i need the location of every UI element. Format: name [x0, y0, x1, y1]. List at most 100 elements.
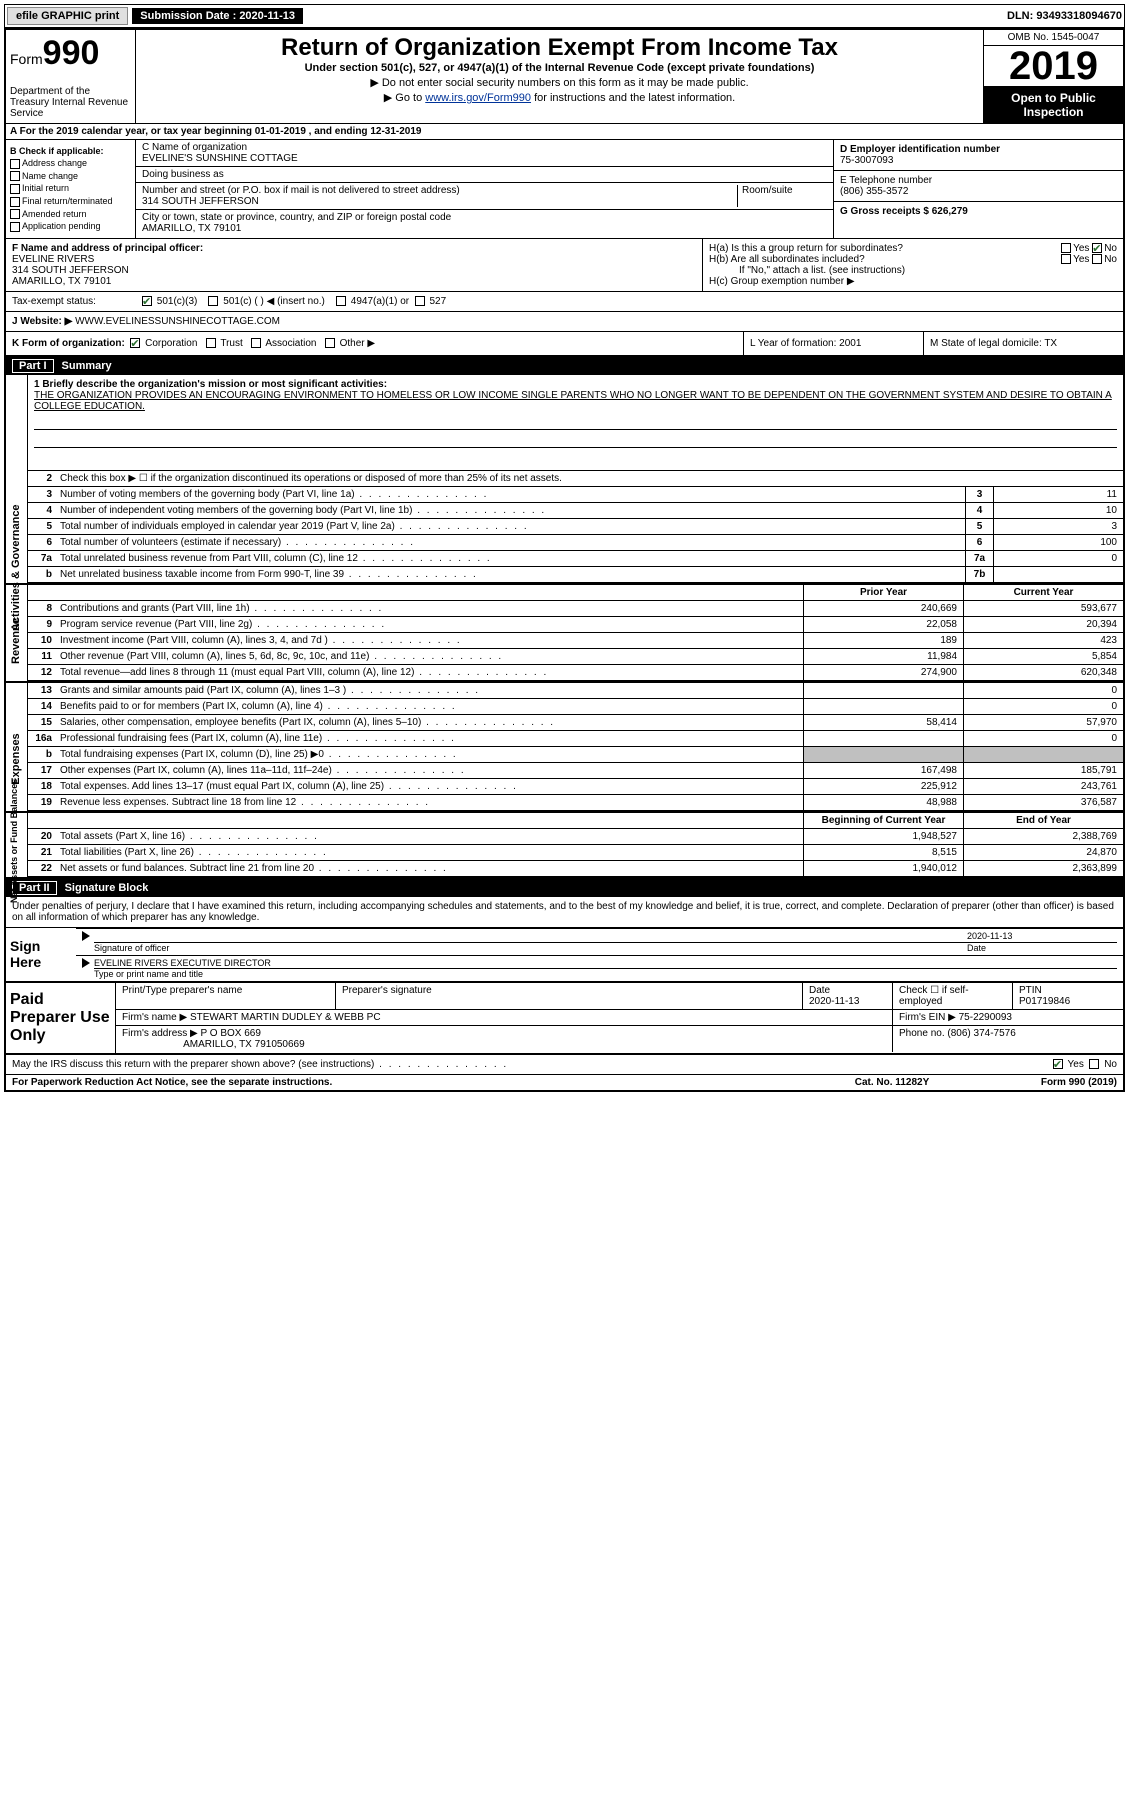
form-container: Form990 Department of the Treasury Inter… — [4, 28, 1125, 1092]
cb-501c3[interactable] — [142, 296, 152, 306]
form-subtitle: Under section 501(c), 527, or 4947(a)(1)… — [140, 62, 979, 74]
mission-label: 1 Briefly describe the organization's mi… — [34, 379, 387, 390]
ein-label: D Employer identification number — [840, 144, 1000, 155]
summary-block: Activities & Governance 1 Briefly descri… — [6, 375, 1123, 585]
line-b: bNet unrelated business taxable income f… — [28, 567, 1123, 583]
phone-value: (806) 355-3572 — [840, 186, 1117, 197]
col-headers-rev: Prior Year Current Year — [28, 585, 1123, 601]
entity-block: B Check if applicable: Address change Na… — [6, 140, 1123, 239]
line-22: 22Net assets or fund balances. Subtract … — [28, 861, 1123, 877]
prep-date: 2020-11-13 — [809, 996, 859, 1007]
department-label: Department of the Treasury Internal Reve… — [10, 86, 131, 119]
expenses-block: Expenses 13Grants and similar amounts pa… — [6, 683, 1123, 813]
cb-other[interactable] — [325, 338, 335, 348]
vtab-netassets: Net Assets or Fund Balances — [6, 813, 28, 877]
line-19: 19Revenue less expenses. Subtract line 1… — [28, 795, 1123, 811]
cb-corp[interactable] — [130, 338, 140, 348]
website-value: WWW.EVELINESSUNSHINECOTTAGE.COM — [75, 316, 280, 327]
ein-value: 75-3007093 — [840, 155, 1117, 166]
cb-trust[interactable] — [206, 338, 216, 348]
gross-receipts: G Gross receipts $ 626,279 — [840, 206, 968, 217]
mission-block: 1 Briefly describe the organization's mi… — [28, 375, 1123, 471]
line-2: 2Check this box ▶ ☐ if the organization … — [28, 471, 1123, 487]
form-number: Form990 — [10, 34, 131, 73]
declaration: Under penalties of perjury, I declare th… — [6, 897, 1123, 928]
cb-pending[interactable]: Application pending — [10, 221, 131, 232]
org-name: EVELINE'S SUNSHINE COTTAGE — [142, 153, 827, 164]
dln-label: DLN: 93493318094670 — [1007, 10, 1122, 22]
phone-label: E Telephone number — [840, 175, 1117, 186]
firm-addr2: AMARILLO, TX 791050669 — [183, 1039, 305, 1050]
firm-phone-label: Phone no. — [899, 1028, 945, 1039]
addr-label: Number and street (or P.O. box if mail i… — [142, 185, 737, 196]
korg-label: K Form of organization: — [12, 338, 125, 349]
open-to-public: Open to Public Inspection — [984, 87, 1123, 123]
org-name-label: C Name of organization — [142, 142, 827, 153]
firm-name-label: Firm's name ▶ — [122, 1012, 187, 1023]
hc-row: H(c) Group exemption number ▶ — [709, 276, 1117, 287]
arrow-icon — [82, 931, 90, 941]
firm-addr-label: Firm's address ▶ — [122, 1028, 198, 1039]
paid-preparer-block: Paid Preparer Use Only Print/Type prepar… — [6, 983, 1123, 1055]
state-domicile: M State of legal domicile: TX — [923, 332, 1123, 355]
hb-note: If "No," attach a list. (see instruction… — [709, 265, 1117, 276]
line-11: 11Other revenue (Part VIII, column (A), … — [28, 649, 1123, 665]
cb-final[interactable]: Final return/terminated — [10, 196, 131, 207]
cb-name[interactable]: Name change — [10, 171, 131, 182]
prep-sig-label: Preparer's signature — [336, 983, 803, 1009]
line-4: 4Number of independent voting members of… — [28, 503, 1123, 519]
part2-title: Signature Block — [65, 882, 149, 894]
firm-phone: (806) 374-7576 — [947, 1028, 1015, 1039]
cb-assoc[interactable] — [251, 338, 261, 348]
footer-row: For Paperwork Reduction Act Notice, see … — [6, 1075, 1123, 1090]
officer-printed-name: EVELINE RIVERS EXECUTIVE DIRECTOR — [94, 958, 1117, 969]
city-label: City or town, state or province, country… — [142, 212, 451, 223]
line-6: 6Total number of volunteers (estimate if… — [28, 535, 1123, 551]
ptin-value: P01719846 — [1019, 996, 1070, 1007]
tax-year: 2019 — [984, 46, 1123, 87]
arrow-icon — [82, 958, 90, 968]
officer-label: F Name and address of principal officer: — [12, 243, 203, 254]
year-formation: L Year of formation: 2001 — [743, 332, 923, 355]
note-ssn: ▶ Do not enter social security numbers o… — [140, 76, 979, 89]
cb-527[interactable] — [415, 296, 425, 306]
line-16a: 16aProfessional fundraising fees (Part I… — [28, 731, 1123, 747]
netassets-block: Net Assets or Fund Balances Beginning of… — [6, 813, 1123, 879]
efile-label[interactable]: efile GRAPHIC print — [7, 7, 128, 25]
status-label: Tax-exempt status: — [12, 296, 142, 307]
tax-period: A For the 2019 calendar year, or tax yea… — [6, 124, 1123, 140]
irs-link[interactable]: www.irs.gov/Form990 — [425, 92, 531, 104]
firm-name: STEWART MARTIN DUDLEY & WEBB PC — [190, 1012, 381, 1023]
line-21: 21Total liabilities (Part X, line 26)8,5… — [28, 845, 1123, 861]
note-goto: ▶ Go to www.irs.gov/Form990 for instruct… — [140, 91, 979, 104]
phone-row: E Telephone number (806) 355-3572 — [834, 171, 1123, 202]
irs-question: May the IRS discuss this return with the… — [12, 1059, 1053, 1070]
cb-irs-yes[interactable] — [1053, 1059, 1063, 1069]
ptin-label: PTIN — [1019, 985, 1042, 996]
part1-header: Part I Summary — [6, 357, 1123, 375]
cb-501c[interactable] — [208, 296, 218, 306]
prep-name-label: Print/Type preparer's name — [116, 983, 336, 1009]
part2-header: Part II Signature Block — [6, 879, 1123, 897]
line-15: 15Salaries, other compensation, employee… — [28, 715, 1123, 731]
cb-amended[interactable]: Amended return — [10, 209, 131, 220]
room-suite: Room/suite — [737, 185, 827, 207]
cb-irs-no[interactable] — [1089, 1059, 1099, 1069]
line-17: 17Other expenses (Part IX, column (A), l… — [28, 763, 1123, 779]
ha-row: H(a) Is this a group return for subordin… — [709, 243, 1117, 254]
dba-row: Doing business as — [136, 167, 833, 183]
tax-status-row: Tax-exempt status: 501(c)(3) 501(c) ( ) … — [6, 292, 1123, 312]
sig-date: 2020-11-13 — [967, 931, 1117, 943]
sign-here-label: Sign Here — [6, 928, 76, 981]
line-20: 20Total assets (Part X, line 16)1,948,52… — [28, 829, 1123, 845]
sign-here-block: Sign Here Signature of officer 2020-11-1… — [6, 928, 1123, 983]
check-heading: B Check if applicable: — [10, 146, 131, 156]
part1-title: Summary — [62, 360, 112, 372]
paperwork-notice: For Paperwork Reduction Act Notice, see … — [12, 1077, 817, 1088]
form-title: Return of Organization Exempt From Incom… — [140, 34, 979, 62]
form-990-number: 990 — [43, 34, 100, 72]
cb-address[interactable]: Address change — [10, 158, 131, 169]
cb-initial[interactable]: Initial return — [10, 183, 131, 194]
check-self: Check ☐ if self-employed — [893, 983, 1013, 1009]
cb-4947[interactable] — [336, 296, 346, 306]
